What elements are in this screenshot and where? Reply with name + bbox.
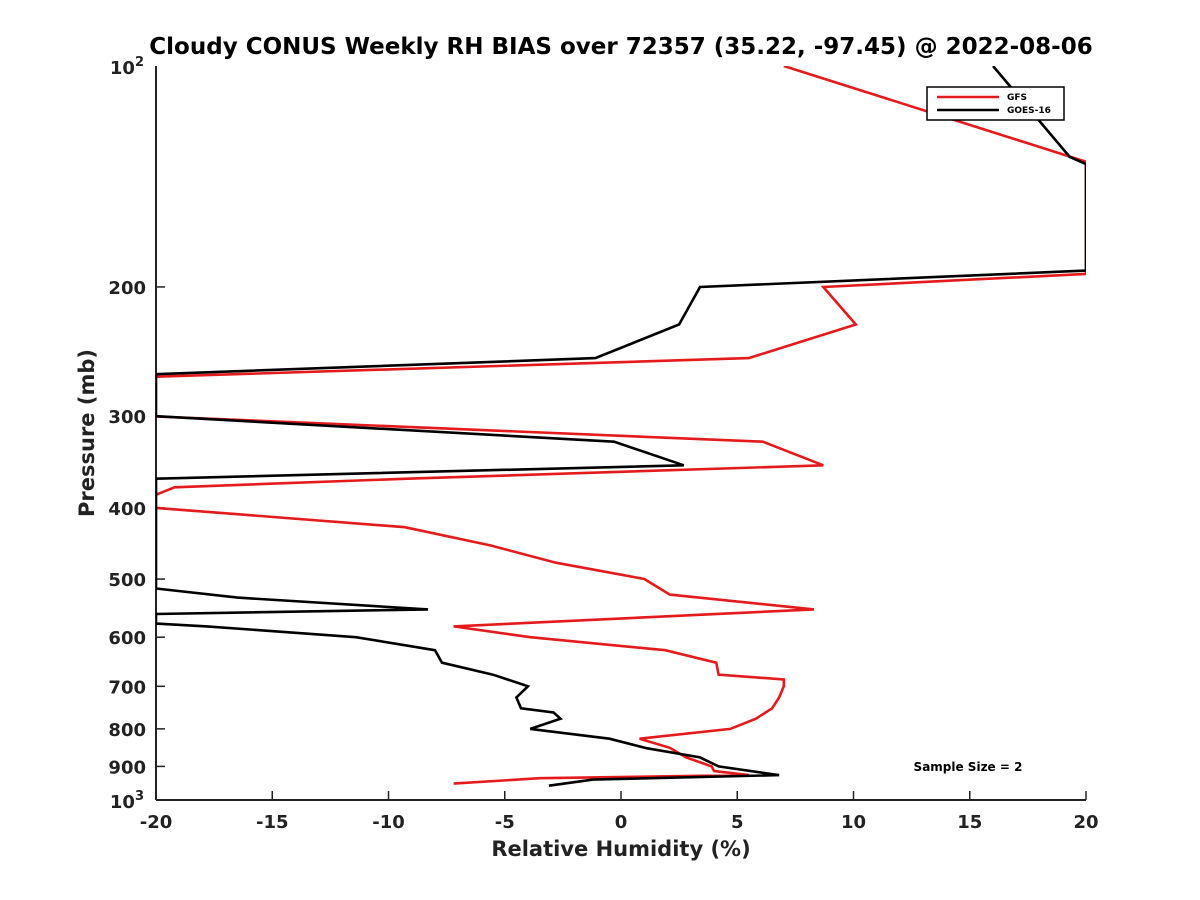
y-tick-label: 200: [108, 278, 146, 299]
sample-size-annotation: Sample Size = 2: [914, 760, 1023, 774]
legend: GFS GOES-16: [926, 86, 1065, 121]
series-layer: [156, 66, 1086, 787]
legend-box: [926, 86, 1065, 121]
y-tick-label: 700: [108, 677, 146, 698]
x-tick-label: 20: [1073, 812, 1098, 833]
plot-axes: -20 -15 -10 -5 0 5 10 15 20 200 300 400 500 600 700 800…: [108, 55, 1098, 833]
x-tick-label: 10: [841, 812, 866, 833]
y-top-power-label: 102: [110, 55, 144, 79]
series-line-gfs: [156, 66, 1086, 785]
y-tick-label: 500: [108, 570, 146, 591]
x-tick-label: -5: [495, 812, 515, 833]
y-tick-label: 600: [108, 628, 146, 649]
x-tick-label: 15: [957, 812, 982, 833]
chart-title: Cloudy CONUS Weekly RH BIAS over 72357 (…: [149, 34, 1092, 60]
y-bottom-power-label: 103: [110, 789, 144, 813]
y-axis-label: Pressure (mb): [75, 349, 99, 517]
y-tick-label: 800: [108, 720, 146, 741]
x-tick-label: -15: [256, 812, 289, 833]
x-tick-label: 0: [615, 812, 628, 833]
legend-label: GFS: [1007, 93, 1027, 103]
y-tick-label: 400: [108, 499, 146, 520]
y-tick-label: 300: [108, 407, 146, 428]
x-tick-label: -10: [372, 812, 405, 833]
x-tick-label: 5: [731, 812, 744, 833]
legend-label: GOES-16: [1007, 106, 1051, 116]
x-axis-label: Relative Humidity (%): [491, 837, 750, 861]
x-tick-label: -20: [140, 812, 173, 833]
series-line-goes-16: [156, 66, 1086, 787]
y-tick-label: 900: [108, 757, 146, 778]
